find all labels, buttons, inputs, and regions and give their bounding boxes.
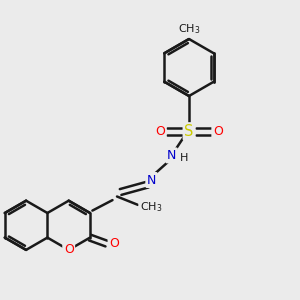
Text: H: H — [180, 153, 188, 163]
Text: N: N — [147, 173, 156, 187]
Text: CH$_3$: CH$_3$ — [140, 200, 162, 214]
Text: S: S — [184, 124, 194, 139]
Text: N: N — [167, 149, 176, 162]
Text: O: O — [155, 125, 165, 138]
Text: CH$_3$: CH$_3$ — [178, 22, 200, 36]
Text: O: O — [213, 125, 223, 138]
Text: O: O — [64, 243, 74, 256]
Text: O: O — [109, 237, 119, 250]
